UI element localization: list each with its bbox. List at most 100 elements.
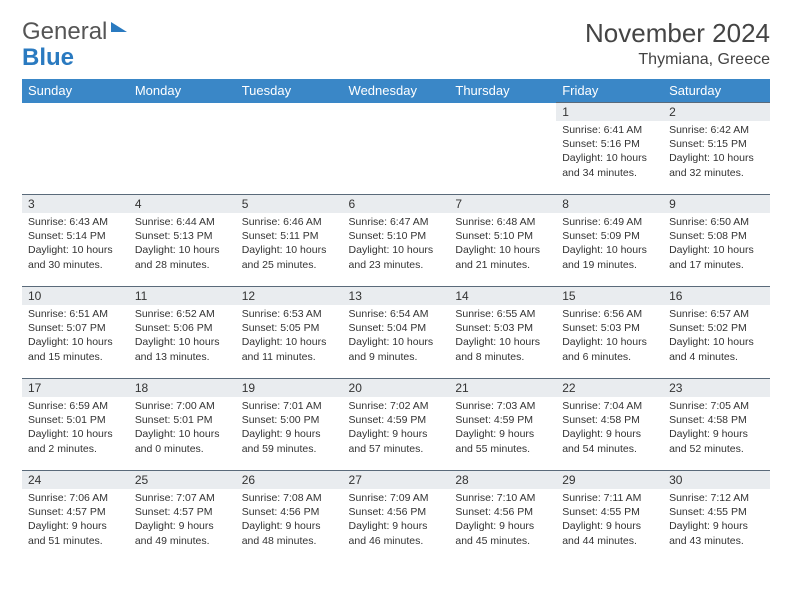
- day-number: 24: [22, 471, 129, 489]
- day-details: Sunrise: 6:54 AMSunset: 5:04 PMDaylight:…: [343, 305, 450, 368]
- sunrise-text: Sunrise: 6:48 AM: [455, 215, 550, 229]
- calendar-cell: 17Sunrise: 6:59 AMSunset: 5:01 PMDayligh…: [22, 379, 129, 471]
- sunset-text: Sunset: 5:00 PM: [242, 413, 337, 427]
- day-details: Sunrise: 6:59 AMSunset: 5:01 PMDaylight:…: [22, 397, 129, 460]
- daylight-text: Daylight: 10 hours and 34 minutes.: [562, 151, 657, 179]
- daylight-text: Daylight: 9 hours and 57 minutes.: [349, 427, 444, 455]
- daylight-text: Daylight: 9 hours and 43 minutes.: [669, 519, 764, 547]
- day-details: Sunrise: 6:47 AMSunset: 5:10 PMDaylight:…: [343, 213, 450, 276]
- calendar-cell: 28Sunrise: 7:10 AMSunset: 4:56 PMDayligh…: [449, 471, 556, 563]
- day-details: Sunrise: 6:46 AMSunset: 5:11 PMDaylight:…: [236, 213, 343, 276]
- sunset-text: Sunset: 5:01 PM: [135, 413, 230, 427]
- sunset-text: Sunset: 5:10 PM: [455, 229, 550, 243]
- sunset-text: Sunset: 5:10 PM: [349, 229, 444, 243]
- day-details: Sunrise: 6:56 AMSunset: 5:03 PMDaylight:…: [556, 305, 663, 368]
- day-details: Sunrise: 6:50 AMSunset: 5:08 PMDaylight:…: [663, 213, 770, 276]
- calendar-row: 24Sunrise: 7:06 AMSunset: 4:57 PMDayligh…: [22, 471, 770, 563]
- calendar-row: 17Sunrise: 6:59 AMSunset: 5:01 PMDayligh…: [22, 379, 770, 471]
- day-number: 8: [556, 195, 663, 213]
- calendar-cell: 22Sunrise: 7:04 AMSunset: 4:58 PMDayligh…: [556, 379, 663, 471]
- calendar-cell: 21Sunrise: 7:03 AMSunset: 4:59 PMDayligh…: [449, 379, 556, 471]
- calendar-cell: 11Sunrise: 6:52 AMSunset: 5:06 PMDayligh…: [129, 287, 236, 379]
- sunrise-text: Sunrise: 6:52 AM: [135, 307, 230, 321]
- col-friday: Friday: [556, 79, 663, 103]
- brand-part2: Blue: [22, 44, 74, 71]
- sunset-text: Sunset: 4:59 PM: [455, 413, 550, 427]
- sunrise-text: Sunrise: 6:44 AM: [135, 215, 230, 229]
- col-monday: Monday: [129, 79, 236, 103]
- day-number: 28: [449, 471, 556, 489]
- calendar-cell: 16Sunrise: 6:57 AMSunset: 5:02 PMDayligh…: [663, 287, 770, 379]
- daylight-text: Daylight: 9 hours and 59 minutes.: [242, 427, 337, 455]
- daylight-text: Daylight: 10 hours and 2 minutes.: [28, 427, 123, 455]
- sunrise-text: Sunrise: 6:43 AM: [28, 215, 123, 229]
- sunrise-text: Sunrise: 6:46 AM: [242, 215, 337, 229]
- calendar-cell: 5Sunrise: 6:46 AMSunset: 5:11 PMDaylight…: [236, 195, 343, 287]
- day-number: 19: [236, 379, 343, 397]
- day-details: Sunrise: 7:07 AMSunset: 4:57 PMDaylight:…: [129, 489, 236, 552]
- sunrise-text: Sunrise: 6:56 AM: [562, 307, 657, 321]
- day-number: 13: [343, 287, 450, 305]
- sunset-text: Sunset: 4:59 PM: [349, 413, 444, 427]
- daylight-text: Daylight: 10 hours and 4 minutes.: [669, 335, 764, 363]
- sunset-text: Sunset: 4:57 PM: [135, 505, 230, 519]
- calendar-row: 1Sunrise: 6:41 AMSunset: 5:16 PMDaylight…: [22, 103, 770, 195]
- day-details: Sunrise: 7:01 AMSunset: 5:00 PMDaylight:…: [236, 397, 343, 460]
- day-details: Sunrise: 7:06 AMSunset: 4:57 PMDaylight:…: [22, 489, 129, 552]
- calendar-cell: [449, 103, 556, 195]
- col-wednesday: Wednesday: [343, 79, 450, 103]
- sunset-text: Sunset: 5:14 PM: [28, 229, 123, 243]
- sunrise-text: Sunrise: 7:07 AM: [135, 491, 230, 505]
- day-number: 1: [556, 103, 663, 121]
- day-number: 17: [22, 379, 129, 397]
- sunrise-text: Sunrise: 7:01 AM: [242, 399, 337, 413]
- day-number: 29: [556, 471, 663, 489]
- calendar-row: 3Sunrise: 6:43 AMSunset: 5:14 PMDaylight…: [22, 195, 770, 287]
- calendar-cell: [343, 103, 450, 195]
- day-number: 11: [129, 287, 236, 305]
- daylight-text: Daylight: 10 hours and 32 minutes.: [669, 151, 764, 179]
- page-subtitle: Thymiana, Greece: [585, 51, 770, 69]
- calendar-cell: 30Sunrise: 7:12 AMSunset: 4:55 PMDayligh…: [663, 471, 770, 563]
- calendar-cell: 19Sunrise: 7:01 AMSunset: 5:00 PMDayligh…: [236, 379, 343, 471]
- sunrise-text: Sunrise: 7:12 AM: [669, 491, 764, 505]
- daylight-text: Daylight: 10 hours and 11 minutes.: [242, 335, 337, 363]
- sunrise-text: Sunrise: 6:50 AM: [669, 215, 764, 229]
- sunrise-text: Sunrise: 6:57 AM: [669, 307, 764, 321]
- sunset-text: Sunset: 5:07 PM: [28, 321, 123, 335]
- calendar-cell: 23Sunrise: 7:05 AMSunset: 4:58 PMDayligh…: [663, 379, 770, 471]
- calendar-cell: [236, 103, 343, 195]
- sunset-text: Sunset: 5:16 PM: [562, 137, 657, 151]
- sunset-text: Sunset: 4:56 PM: [242, 505, 337, 519]
- calendar-cell: 7Sunrise: 6:48 AMSunset: 5:10 PMDaylight…: [449, 195, 556, 287]
- calendar-cell: 1 Sunrise: 6:41 AMSunset: 5:16 PMDaylight…: [556, 103, 663, 195]
- calendar-cell: 15Sunrise: 6:56 AMSunset: 5:03 PMDayligh…: [556, 287, 663, 379]
- brand-part1: General: [22, 18, 107, 46]
- sunrise-text: Sunrise: 7:08 AM: [242, 491, 337, 505]
- day-details: Sunrise: 6:48 AMSunset: 5:10 PMDaylight:…: [449, 213, 556, 276]
- calendar-cell: 14Sunrise: 6:55 AMSunset: 5:03 PMDayligh…: [449, 287, 556, 379]
- sunset-text: Sunset: 4:55 PM: [562, 505, 657, 519]
- day-details: Sunrise: 7:05 AMSunset: 4:58 PMDaylight:…: [663, 397, 770, 460]
- sunrise-text: Sunrise: 6:47 AM: [349, 215, 444, 229]
- day-number: 22: [556, 379, 663, 397]
- day-number: 9: [663, 195, 770, 213]
- day-details: Sunrise: 7:04 AMSunset: 4:58 PMDaylight:…: [556, 397, 663, 460]
- day-number: 5: [236, 195, 343, 213]
- daylight-text: Daylight: 10 hours and 21 minutes.: [455, 243, 550, 271]
- day-number: 15: [556, 287, 663, 305]
- day-details: Sunrise: 6:55 AMSunset: 5:03 PMDaylight:…: [449, 305, 556, 368]
- day-number: 25: [129, 471, 236, 489]
- daylight-text: Daylight: 10 hours and 19 minutes.: [562, 243, 657, 271]
- sunrise-text: Sunrise: 6:41 AM: [562, 123, 657, 137]
- day-details: Sunrise: 7:09 AMSunset: 4:56 PMDaylight:…: [343, 489, 450, 552]
- calendar-row: 10Sunrise: 6:51 AMSunset: 5:07 PMDayligh…: [22, 287, 770, 379]
- day-number: 30: [663, 471, 770, 489]
- sunrise-text: Sunrise: 7:06 AM: [28, 491, 123, 505]
- day-number: 16: [663, 287, 770, 305]
- sunset-text: Sunset: 5:11 PM: [242, 229, 337, 243]
- sunrise-text: Sunrise: 7:09 AM: [349, 491, 444, 505]
- daylight-text: Daylight: 9 hours and 46 minutes.: [349, 519, 444, 547]
- sunset-text: Sunset: 4:58 PM: [669, 413, 764, 427]
- day-details: Sunrise: 6:57 AMSunset: 5:02 PMDaylight:…: [663, 305, 770, 368]
